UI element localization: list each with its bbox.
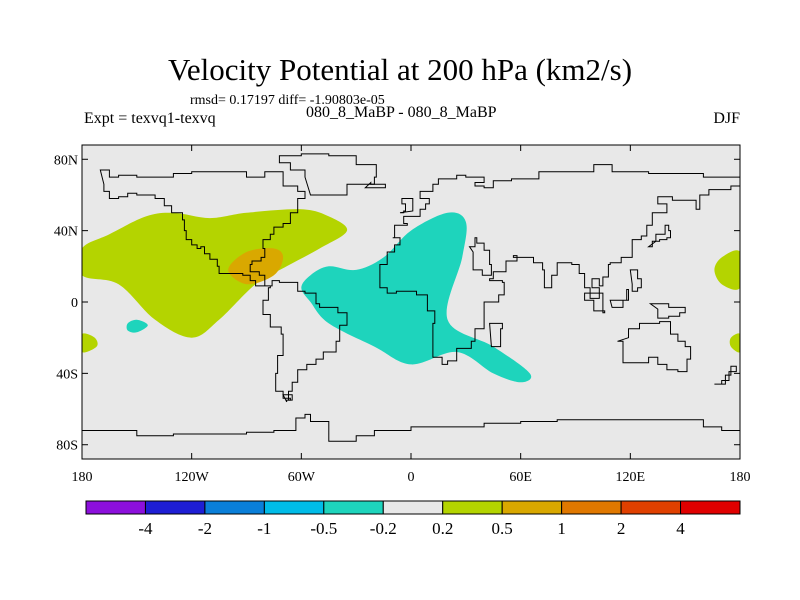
colorbar-label: 0.5 <box>492 519 513 538</box>
lat-tick-label: 80S <box>56 439 78 454</box>
coastline <box>282 394 293 403</box>
latitude-axis: 80N 40N 0 40S 80S <box>54 153 740 454</box>
coastline <box>617 321 692 373</box>
colorbar-label: -2 <box>198 519 212 538</box>
coastline <box>584 292 606 314</box>
coastline <box>647 224 671 248</box>
season-label: DJF <box>713 110 740 127</box>
coastline <box>364 181 386 189</box>
colorbar-swatch <box>561 500 622 515</box>
coastline <box>399 198 414 214</box>
colorbar-label: -0.5 <box>310 519 337 538</box>
run-comparison-label: 080_8_MaBP - 080_8_MaBP <box>306 104 497 121</box>
colorbar-label: -1 <box>257 519 271 538</box>
colorbar-label: 0.2 <box>432 519 453 538</box>
colorbar-label: -4 <box>138 519 153 538</box>
colorbar-swatch <box>263 500 325 515</box>
colorbar-swatch <box>442 500 503 515</box>
colorbar-swatch <box>501 500 563 515</box>
lon-tick-label: 120E <box>616 470 646 485</box>
coastline <box>629 269 642 292</box>
lon-tick-label: 180 <box>72 470 93 485</box>
colorbar: -4 -2 -1 -0.5 -0.2 0.2 0.5 1 2 4 <box>85 500 741 538</box>
lon-tick-label: 60W <box>288 470 316 485</box>
positive-anomaly-pacific <box>82 209 348 338</box>
negative-anomaly-pacific-small <box>126 319 148 333</box>
coastline <box>82 413 740 442</box>
lon-tick-label: 180 <box>730 470 751 485</box>
coastline <box>278 153 377 196</box>
lat-tick-label: 40N <box>54 225 78 240</box>
positive-anomaly-east-edge <box>714 250 740 290</box>
lat-tick-label: 80N <box>54 153 78 168</box>
map-title: Velocity Potential at 200 hPa (km2/s) <box>167 52 633 87</box>
longitude-axis: 180 120W 60W 0 60E 120E 180 <box>72 145 751 485</box>
coastlines <box>82 153 740 442</box>
coastline <box>468 237 492 276</box>
experiment-label: Expt = texvq1-texvq <box>84 110 216 127</box>
colorbar-swatch <box>382 500 444 515</box>
negative-anomaly-atlantic-africa <box>301 212 532 383</box>
lat-tick-label: 40S <box>56 367 78 382</box>
coastline <box>99 169 348 401</box>
positive-anomaly-east-patch <box>729 333 740 353</box>
colorbar-label: 1 <box>557 519 566 538</box>
colorbar-swatch <box>144 500 206 515</box>
colorbar-swatch <box>323 500 384 515</box>
coastline <box>648 303 686 319</box>
positive-anomaly-pacific-patch <box>82 333 98 353</box>
coastline <box>714 365 737 385</box>
lon-tick-label: 60E <box>509 470 532 485</box>
rmsd-diff-stats: rmsd= 0.17197 diff= -1.90803e-05 <box>190 93 385 108</box>
colorbar-swatch <box>85 500 146 515</box>
positive-anomaly-core <box>228 248 284 285</box>
colorbar-swatch <box>680 500 741 515</box>
lat-tick-label: 0 <box>71 296 78 311</box>
colorbar-label: 2 <box>617 519 626 538</box>
colorbar-label: 4 <box>676 519 685 538</box>
colorbar-swatch <box>620 500 682 515</box>
anomaly-regions <box>82 209 740 383</box>
coastline <box>489 322 503 348</box>
lon-tick-label: 0 <box>408 470 415 485</box>
coastline <box>609 289 629 308</box>
coastline <box>379 164 740 365</box>
lon-tick-label: 120W <box>175 470 210 485</box>
colorbar-label: -0.2 <box>370 519 397 538</box>
colorbar-swatch <box>204 500 265 515</box>
